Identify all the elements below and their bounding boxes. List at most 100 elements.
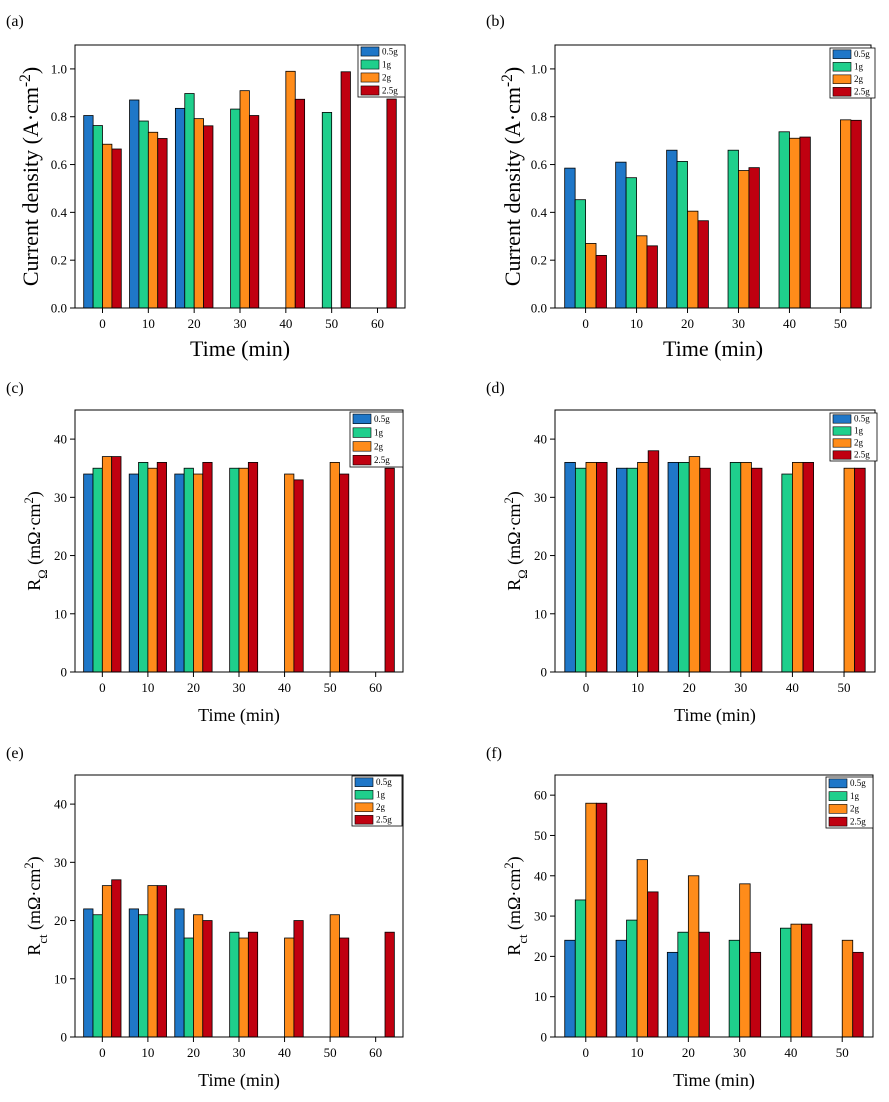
legend-swatch-1g (354, 790, 374, 800)
y-tick-label: 50 (534, 828, 547, 843)
legend-swatch-2g (352, 441, 372, 452)
bar-1g-t20 (676, 161, 688, 309)
plot-frame (554, 774, 874, 1038)
bar-0.5g-t20 (174, 908, 185, 1038)
bar-2.5g-t40 (293, 920, 304, 1038)
x-tick-label: 50 (838, 680, 851, 695)
panel-label: (b) (486, 13, 505, 30)
bar-1g-t0 (574, 467, 587, 673)
x-tick-label: 40 (784, 1045, 797, 1060)
bar-1g-t20 (184, 93, 195, 309)
bar-2.5g-t0 (111, 456, 122, 673)
y-axis-label: Rct (mΩ·cm2) (502, 856, 530, 955)
bar-0.5g-t10 (129, 99, 140, 309)
bar-2g-t20 (193, 473, 204, 673)
y-tick-label: 0.6 (531, 157, 548, 172)
x-tick-label: 30 (733, 1045, 746, 1060)
x-tick-label: 0 (583, 1045, 590, 1060)
bar-2.5g-t40 (801, 923, 813, 1038)
bar-2.5g-t40 (294, 98, 306, 309)
bar-2g-t30 (739, 883, 751, 1038)
legend-swatch-0.5g (832, 414, 852, 424)
y-tick-label: 30 (534, 490, 547, 505)
bar-1g-t40 (780, 927, 792, 1038)
x-axis-label: Time (min) (198, 705, 280, 726)
chart-panel-e: 0 10 20 30 40 0 10 20 30 40 50 60 Time (min) Rct (mΩ·… (6, 745, 404, 1091)
chart-panel-b: 0.0 0.2 0.4 0.6 0.8 1.0 0 10 20 30 40 50 Time (min) C… (486, 13, 876, 361)
bar-2.5g-t20 (202, 920, 213, 1038)
bar-2.5g-t50 (339, 937, 350, 1038)
legend-label-2.5g: 2.5g (854, 87, 870, 97)
x-tick-label: 10 (631, 680, 644, 695)
legend-label-0.5g: 0.5g (854, 414, 870, 424)
bar-2g-t10 (636, 235, 648, 309)
bar-2g-t20 (688, 456, 701, 673)
y-tick-label: 10 (54, 971, 67, 986)
y-tick-label: 30 (534, 909, 547, 924)
bar-1g-t10 (625, 177, 637, 309)
legend-label-2.5g: 2.5g (374, 455, 390, 465)
bar-2g-t10 (636, 859, 648, 1038)
legend-swatch-2.5g (832, 450, 852, 460)
x-tick-label: 20 (682, 1045, 695, 1060)
x-axis-label: Time (min) (674, 705, 756, 726)
y-tick-label: 40 (534, 868, 547, 883)
bar-2.5g-t30 (247, 931, 259, 1038)
y-tick-label: 60 (534, 788, 547, 803)
bar-1g-t20 (183, 937, 194, 1038)
bar-1g-t0 (574, 199, 586, 309)
x-tick-label: 60 (369, 1045, 382, 1060)
bar-2.5g-t10 (647, 450, 660, 673)
chart-panel-a: 0.0 0.2 0.4 0.6 0.8 1.0 0 10 20 30 40 50 60 Time (min… (6, 13, 406, 361)
x-tick-label: 20 (187, 1045, 200, 1060)
y-tick-label: 20 (54, 913, 67, 928)
y-tick-label: 0.4 (531, 205, 548, 220)
x-tick-label: 0 (99, 680, 106, 695)
bar-1g-t30 (727, 149, 739, 309)
bar-2g-t10 (637, 461, 649, 673)
x-tick-label: 50 (325, 316, 338, 331)
bar-1g-t30 (729, 461, 742, 673)
legend-swatch-1g (832, 62, 852, 72)
legend-label-1g: 1g (854, 62, 864, 72)
bar-2g-t20 (193, 914, 204, 1038)
bar-2g-t30 (238, 467, 249, 673)
legend-label-2g: 2g (382, 72, 392, 82)
bar-2g-t20 (193, 118, 204, 309)
bar-2.5g-t50 (340, 71, 351, 309)
bar-2g-t40 (790, 923, 802, 1038)
x-tick-label: 10 (142, 316, 155, 331)
legend-swatch-0.5g (832, 49, 852, 59)
bar-1g-t0 (92, 467, 103, 673)
bar-2g-t40 (789, 137, 801, 309)
legend-label-1g: 1g (850, 791, 860, 801)
y-tick-label: 1.0 (51, 61, 67, 76)
bar-2g-t40 (284, 937, 295, 1038)
y-axis-label: RΩ (mΩ·cm2) (502, 491, 530, 591)
bar-2g-t40 (285, 70, 296, 309)
x-tick-label: 0 (99, 1045, 106, 1060)
x-tick-label: 60 (369, 680, 382, 695)
bar-0.5g-t10 (128, 908, 139, 1038)
x-tick-label: 0 (99, 316, 106, 331)
bar-2g-t0 (101, 456, 113, 673)
bar-2g-t0 (101, 885, 113, 1038)
bar-2.5g-t40 (293, 479, 304, 673)
x-tick-label: 20 (187, 680, 200, 695)
bar-2.5g-t60 (384, 931, 395, 1038)
bar-2g-t20 (687, 875, 700, 1038)
legend-swatch-2g (832, 74, 852, 84)
y-tick-label: 0.6 (51, 157, 68, 172)
bar-0.5g-t10 (615, 939, 627, 1038)
legend-swatch-2g (360, 72, 380, 83)
x-tick-label: 40 (278, 680, 291, 695)
bar-2.5g-t0 (111, 879, 122, 1038)
x-axis-label: Time (min) (190, 336, 290, 361)
legend-swatch-2.5g (352, 455, 372, 466)
y-tick-label: 10 (54, 606, 67, 621)
bar-1g-t20 (678, 461, 690, 673)
bar-0.5g-t10 (616, 467, 628, 673)
x-tick-label: 40 (786, 680, 799, 695)
bar-2.5g-t50 (854, 467, 866, 673)
